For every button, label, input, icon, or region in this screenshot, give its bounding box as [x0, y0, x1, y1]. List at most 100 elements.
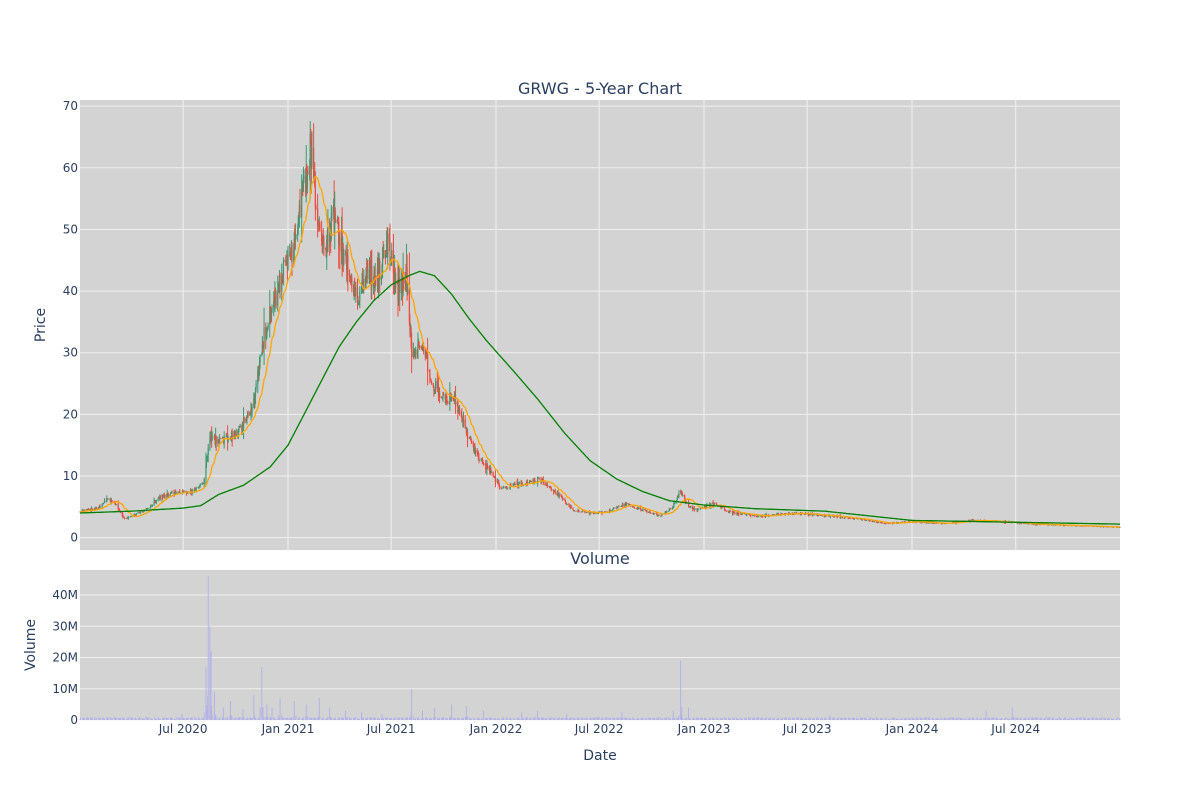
volume-bar: [378, 718, 380, 720]
volume-bar: [1098, 718, 1100, 720]
volume-bar: [361, 717, 363, 720]
volume-bar: [291, 717, 293, 720]
candle-body: [692, 508, 694, 510]
candle-body: [632, 505, 634, 507]
candle-body: [358, 303, 360, 304]
volume-bar: [653, 718, 655, 720]
volume-bar: [453, 718, 455, 720]
volume-bar: [1097, 717, 1099, 720]
candle-body: [115, 504, 118, 505]
volume-bar: [516, 718, 518, 720]
volume-bar: [134, 718, 136, 720]
volume-bar: [1079, 718, 1081, 720]
volume-bar: [345, 710, 347, 720]
volume-bar: [1060, 719, 1062, 720]
price-plot-area: [80, 100, 1120, 550]
candle-body: [881, 522, 883, 524]
volume-bar: [776, 719, 778, 720]
candle-body: [817, 514, 820, 516]
volume-bar: [632, 717, 634, 720]
candle-body: [490, 471, 493, 473]
volume-bar: [852, 717, 854, 720]
volume-bar: [223, 718, 225, 720]
volume-bar: [162, 718, 164, 720]
candle-body: [274, 289, 277, 293]
volume-bar: [782, 717, 784, 720]
volume-bar: [698, 717, 700, 720]
candle-body: [362, 290, 364, 292]
volume-bar: [929, 719, 931, 720]
price-y-tick-label: 70: [63, 99, 78, 113]
volume-bar: [690, 719, 692, 720]
volume-bar: [873, 718, 875, 720]
volume-bar: [427, 718, 429, 720]
volume-bar: [1000, 717, 1002, 720]
candle-body: [421, 345, 424, 350]
volume-bar: [721, 717, 723, 720]
volume-bar: [750, 717, 752, 720]
volume-bar: [461, 717, 463, 720]
volume-bar: [123, 718, 125, 720]
candle-body: [217, 439, 220, 442]
volume-bar: [669, 718, 671, 720]
volume-bar: [550, 717, 552, 720]
candle-body: [1020, 522, 1022, 524]
candle-body: [781, 513, 783, 515]
volume-bar: [134, 717, 136, 720]
volume-bar: [881, 718, 883, 720]
candle-body: [521, 482, 523, 486]
volume-bar: [1055, 719, 1057, 720]
volume-bar: [625, 717, 627, 720]
volume-bar: [330, 716, 332, 720]
volume-bar: [1004, 718, 1006, 720]
candle-body: [637, 507, 639, 510]
candle-body: [442, 392, 445, 396]
volume-bar: [223, 707, 225, 720]
volume-bar: [153, 719, 155, 720]
volume-bar: [630, 719, 632, 720]
volume-bar: [983, 719, 985, 720]
volume-bar: [1072, 719, 1074, 720]
candle-body: [534, 479, 536, 482]
candle-body: [598, 511, 600, 513]
volume-bar: [1027, 718, 1029, 720]
price-chart-title: GRWG - 5-Year Chart: [518, 79, 682, 98]
candle-body: [261, 354, 263, 356]
volume-bar: [231, 715, 233, 720]
volume-bar: [329, 707, 331, 720]
candle-body: [331, 211, 333, 216]
volume-bar: [1064, 718, 1066, 720]
volume-bar: [88, 717, 90, 720]
volume-bar: [609, 717, 611, 720]
volume-bar: [209, 626, 211, 720]
volume-bar: [804, 718, 806, 720]
candle-body: [162, 495, 164, 498]
volume-bar: [885, 718, 887, 720]
volume-bar: [448, 717, 450, 720]
candle-body: [534, 481, 536, 483]
candle-body: [433, 386, 435, 391]
candle-body: [317, 208, 319, 225]
volume-bar: [963, 719, 965, 720]
volume-bar: [213, 691, 215, 720]
volume-bar: [502, 719, 504, 720]
candle-body: [673, 503, 675, 507]
volume-bar: [949, 719, 951, 720]
volume-bar: [868, 718, 870, 720]
volume-bar: [90, 718, 92, 720]
volume-bar: [281, 715, 283, 720]
volume-bar: [385, 717, 387, 720]
candle-body: [973, 519, 975, 521]
candle-body: [410, 328, 412, 342]
volume-bar: [455, 718, 457, 720]
candle-body: [307, 173, 309, 175]
volume-bar: [277, 715, 279, 720]
volume-bar: [186, 718, 188, 720]
volume-bar: [217, 718, 219, 720]
volume-bar: [678, 715, 680, 720]
candle-body: [546, 483, 548, 486]
candle-body: [931, 523, 934, 524]
volume-bar: [975, 719, 977, 720]
candle-body: [757, 516, 759, 518]
volume-bar: [901, 719, 903, 720]
